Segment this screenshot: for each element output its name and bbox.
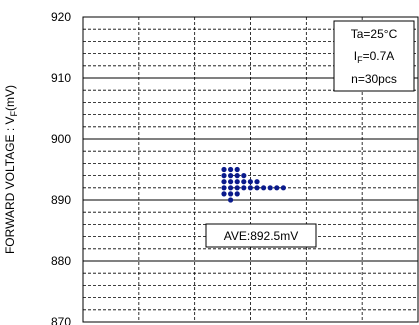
condition-current-value: =0.7A bbox=[363, 49, 395, 63]
data-point bbox=[267, 185, 273, 191]
data-point bbox=[221, 173, 227, 179]
condition-temperature: Ta=25°C bbox=[351, 27, 398, 41]
data-point bbox=[274, 185, 280, 191]
data-point bbox=[228, 197, 234, 203]
data-point bbox=[261, 185, 267, 191]
data-point bbox=[254, 179, 260, 185]
y-axis-label-unit: (mV) bbox=[3, 85, 17, 111]
data-point bbox=[280, 185, 286, 191]
data-point bbox=[247, 185, 253, 191]
data-point bbox=[228, 185, 234, 191]
y-axis-label-sub: F bbox=[9, 110, 19, 116]
y-tick-label: 900 bbox=[51, 132, 71, 146]
data-point bbox=[221, 179, 227, 185]
data-point bbox=[234, 179, 240, 185]
conditions-box: Ta=25°C IF=0.7A n=30pcs bbox=[333, 20, 415, 92]
condition-current-main: I bbox=[354, 49, 357, 63]
y-axis-label-main: FORWARD VOLTAGE : V bbox=[3, 116, 17, 254]
average-box-frame bbox=[205, 223, 317, 248]
data-point bbox=[234, 191, 240, 197]
y-tick-label: 880 bbox=[51, 254, 71, 268]
data-point bbox=[228, 179, 234, 185]
average-label: AVE:892.5mV bbox=[224, 229, 298, 243]
data-point bbox=[228, 166, 234, 173]
data-point bbox=[241, 185, 247, 191]
data-points bbox=[221, 166, 286, 203]
condition-sample-count: n=30pcs bbox=[351, 72, 397, 86]
conditions-box-frame bbox=[333, 20, 415, 92]
data-point bbox=[254, 185, 260, 191]
condition-current-sub: F bbox=[357, 55, 363, 65]
data-point bbox=[247, 179, 253, 185]
data-point bbox=[221, 191, 227, 197]
data-point bbox=[241, 173, 247, 179]
data-point bbox=[234, 166, 240, 173]
data-point bbox=[241, 179, 247, 185]
data-point bbox=[221, 166, 227, 173]
data-point bbox=[228, 191, 234, 197]
data-point bbox=[234, 173, 240, 179]
average-box: AVE:892.5mV bbox=[205, 223, 317, 248]
y-tick-label: 870 bbox=[51, 315, 71, 325]
y-axis-label: FORWARD VOLTAGE : VF(mV) bbox=[3, 85, 19, 254]
data-point bbox=[234, 185, 240, 191]
y-tick-label: 920 bbox=[51, 10, 71, 24]
y-tick-label: 910 bbox=[51, 71, 71, 85]
data-point bbox=[228, 173, 234, 179]
data-point bbox=[221, 185, 227, 191]
y-axis-ticks: 870 880 890 900 910 920 bbox=[51, 10, 71, 325]
plot-border bbox=[82, 16, 419, 323]
condition-current: IF=0.7A bbox=[354, 49, 395, 65]
y-tick-label: 890 bbox=[51, 193, 71, 207]
